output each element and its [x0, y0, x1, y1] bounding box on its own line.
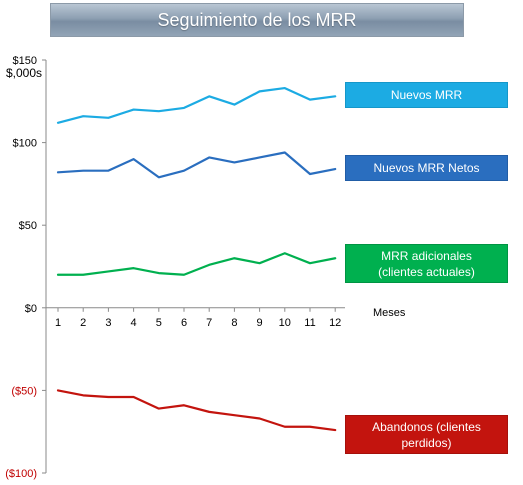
x-tick-label: 6: [181, 317, 187, 329]
series-line-0: [56, 86, 337, 124]
legend-nuevos-mrr: Nuevos MRR: [345, 82, 508, 108]
x-axis-label: Meses: [373, 307, 406, 319]
series-lines: [56, 86, 337, 432]
x-tick-label: 10: [279, 317, 291, 329]
chart-axes: [42, 59, 345, 474]
legend-abandonos: Abandonos (clientes perdidos): [345, 415, 508, 454]
y-axis-label: $,000s: [6, 66, 42, 80]
x-tick-label: 1: [55, 317, 61, 329]
legend-mrr-adicionales: MRR adicionales (clientes actuales): [345, 244, 508, 283]
legend-nuevos-mrr-netos: Nuevos MRR Netos: [345, 155, 508, 181]
y-tick-label: $100: [13, 138, 37, 150]
y-tick-label: ($50): [11, 385, 37, 397]
y-tick-label: $0: [25, 303, 37, 315]
y-tick-labels: $150 $100 $50 $0 ($50) ($100): [5, 55, 37, 480]
y-tick-label: ($100): [5, 468, 37, 480]
x-tick-label: 3: [105, 317, 111, 329]
x-tick-label: 9: [257, 317, 263, 329]
x-tick-label: 7: [206, 317, 212, 329]
series-line-2: [56, 252, 337, 276]
y-tick-label: $150: [13, 55, 37, 67]
series-line-1: [56, 151, 337, 179]
x-tick-label: 11: [304, 317, 315, 329]
x-tick-label: 4: [131, 317, 137, 329]
x-tick-label: 2: [80, 317, 86, 329]
y-tick-label: $50: [19, 220, 37, 232]
x-tick-label: 12: [329, 317, 341, 329]
x-tick-label: 5: [156, 317, 162, 329]
series-line-3: [56, 389, 337, 432]
x-tick-label: 8: [231, 317, 237, 329]
chart-title: Seguimiento de los MRR: [50, 3, 464, 37]
x-tick-labels: 1 2 3 4 5 6 7 8 9 10 11 12: [55, 317, 341, 329]
